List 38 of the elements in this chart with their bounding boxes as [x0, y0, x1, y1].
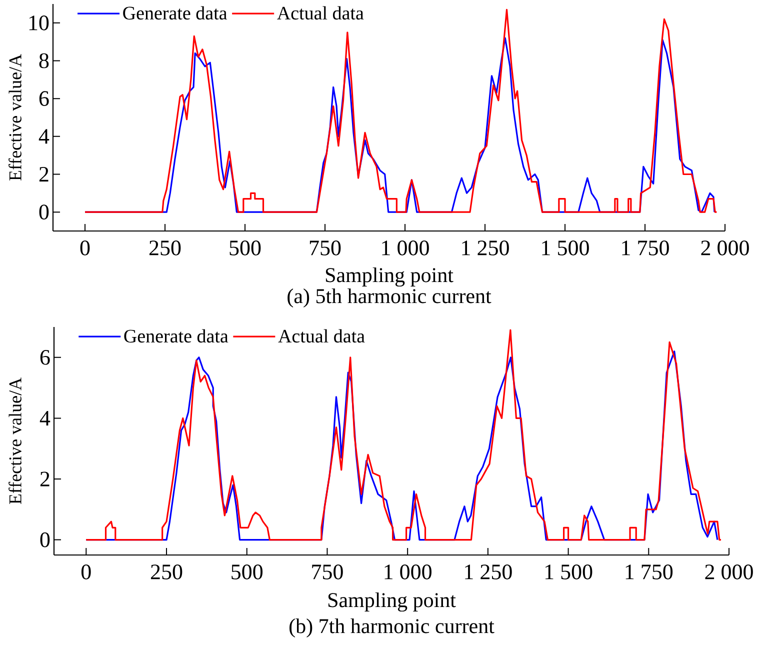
x-tick-label: 250: [150, 564, 182, 580]
x-tick-label: 750: [312, 564, 343, 580]
legend-label: Actual data: [278, 329, 365, 343]
x-tick-label: 1 500: [545, 564, 592, 580]
x-axis-title: Sampling point: [326, 267, 454, 287]
y-tick-label: 2: [39, 166, 48, 182]
text: (b) 7th harmonic current: [290, 618, 494, 638]
y-tick-label: 2: [40, 472, 50, 486]
y-tick-label: 6: [39, 91, 49, 106]
y-tick-label: 0: [39, 204, 49, 220]
x-tick-label: 0: [80, 240, 90, 256]
y-tick-label: 4: [40, 410, 50, 426]
x-axis-title: Sampling point: [328, 592, 456, 612]
y-axis-title: Effective value/A: [8, 54, 22, 181]
legend-label: Generate data: [123, 6, 228, 20]
y-tick-label: 8: [39, 53, 49, 68]
x-tick-label: 250: [149, 240, 181, 256]
y-tick-label: 4: [38, 129, 50, 144]
x-tick-label: 0: [81, 564, 91, 580]
legend-label: Generate data: [124, 329, 228, 343]
x-tick-label: 2 000: [701, 240, 749, 256]
x-tick-label: 500: [232, 564, 263, 580]
y-tick-label: 10: [29, 15, 49, 30]
x-tick-label: 1 750: [622, 240, 669, 256]
x-tick-label: 2 000: [705, 564, 753, 580]
x-tick-label: 1 000: [384, 564, 432, 580]
x-tick-label: 1 250: [465, 564, 512, 580]
x-tick-label: 1 250: [462, 240, 509, 256]
x-tick-label: 1 500: [542, 240, 589, 256]
x-tick-label: 750: [310, 240, 341, 256]
text: (a) 5th harmonic current: [288, 288, 492, 308]
x-tick-label: 1 750: [626, 564, 673, 580]
y-tick-label: 0: [40, 532, 50, 548]
y-tick-label: 6: [40, 350, 50, 365]
legend-label: Actual data: [277, 6, 364, 20]
y-axis-title: Effective value/A: [8, 378, 22, 504]
x-tick-label: 1 000: [382, 240, 429, 256]
x-tick-label: 500: [230, 240, 261, 256]
